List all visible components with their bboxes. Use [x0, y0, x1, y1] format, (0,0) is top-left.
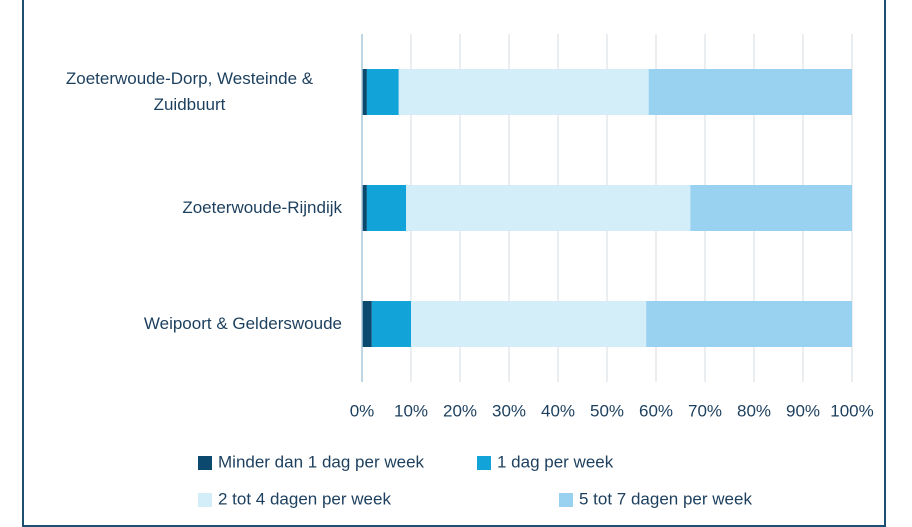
legend-swatch	[198, 493, 212, 507]
x-tick-label: 100%	[830, 401, 873, 420]
x-tick-label: 60%	[639, 401, 673, 420]
legend-label: Minder dan 1 dag per week	[218, 452, 425, 471]
x-tick-label: 70%	[688, 401, 722, 420]
legend-label: 2 tot 4 dagen per week	[218, 489, 391, 508]
bar-segment	[362, 69, 367, 115]
legend-label: 1 dag per week	[497, 452, 614, 471]
bar-segment	[411, 301, 647, 347]
y-tick-label: Zoeterwoude-Rijndijk	[182, 198, 342, 217]
x-tick-label: 0%	[350, 401, 375, 420]
legend-swatch	[198, 456, 212, 470]
bar-segment	[690, 185, 852, 231]
legend-swatch	[559, 493, 573, 507]
bar-segment	[362, 185, 367, 231]
x-tick-label: 10%	[394, 401, 428, 420]
x-tick-label: 90%	[786, 401, 820, 420]
bar-segment	[366, 69, 399, 115]
y-tick-label: Weipoort & Gelderswoude	[143, 314, 342, 333]
x-tick-label: 80%	[737, 401, 771, 420]
x-tick-label: 50%	[590, 401, 624, 420]
legend-swatch	[477, 456, 491, 470]
y-tick-label: Zoeterwoude-Dorp, Westeinde & Zuidbuurt	[65, 69, 314, 114]
x-tick-label: 40%	[541, 401, 575, 420]
bar-segment	[362, 301, 372, 347]
bar-segment	[366, 185, 407, 231]
bar-segment	[646, 301, 852, 347]
bar-segment	[398, 69, 649, 115]
bar-segment	[406, 185, 691, 231]
legend-label: 5 tot 7 dagen per week	[579, 489, 752, 508]
x-tick-label: 20%	[443, 401, 477, 420]
bar-segment	[371, 301, 411, 347]
bar-segment	[648, 69, 852, 115]
x-tick-label: 30%	[492, 401, 526, 420]
